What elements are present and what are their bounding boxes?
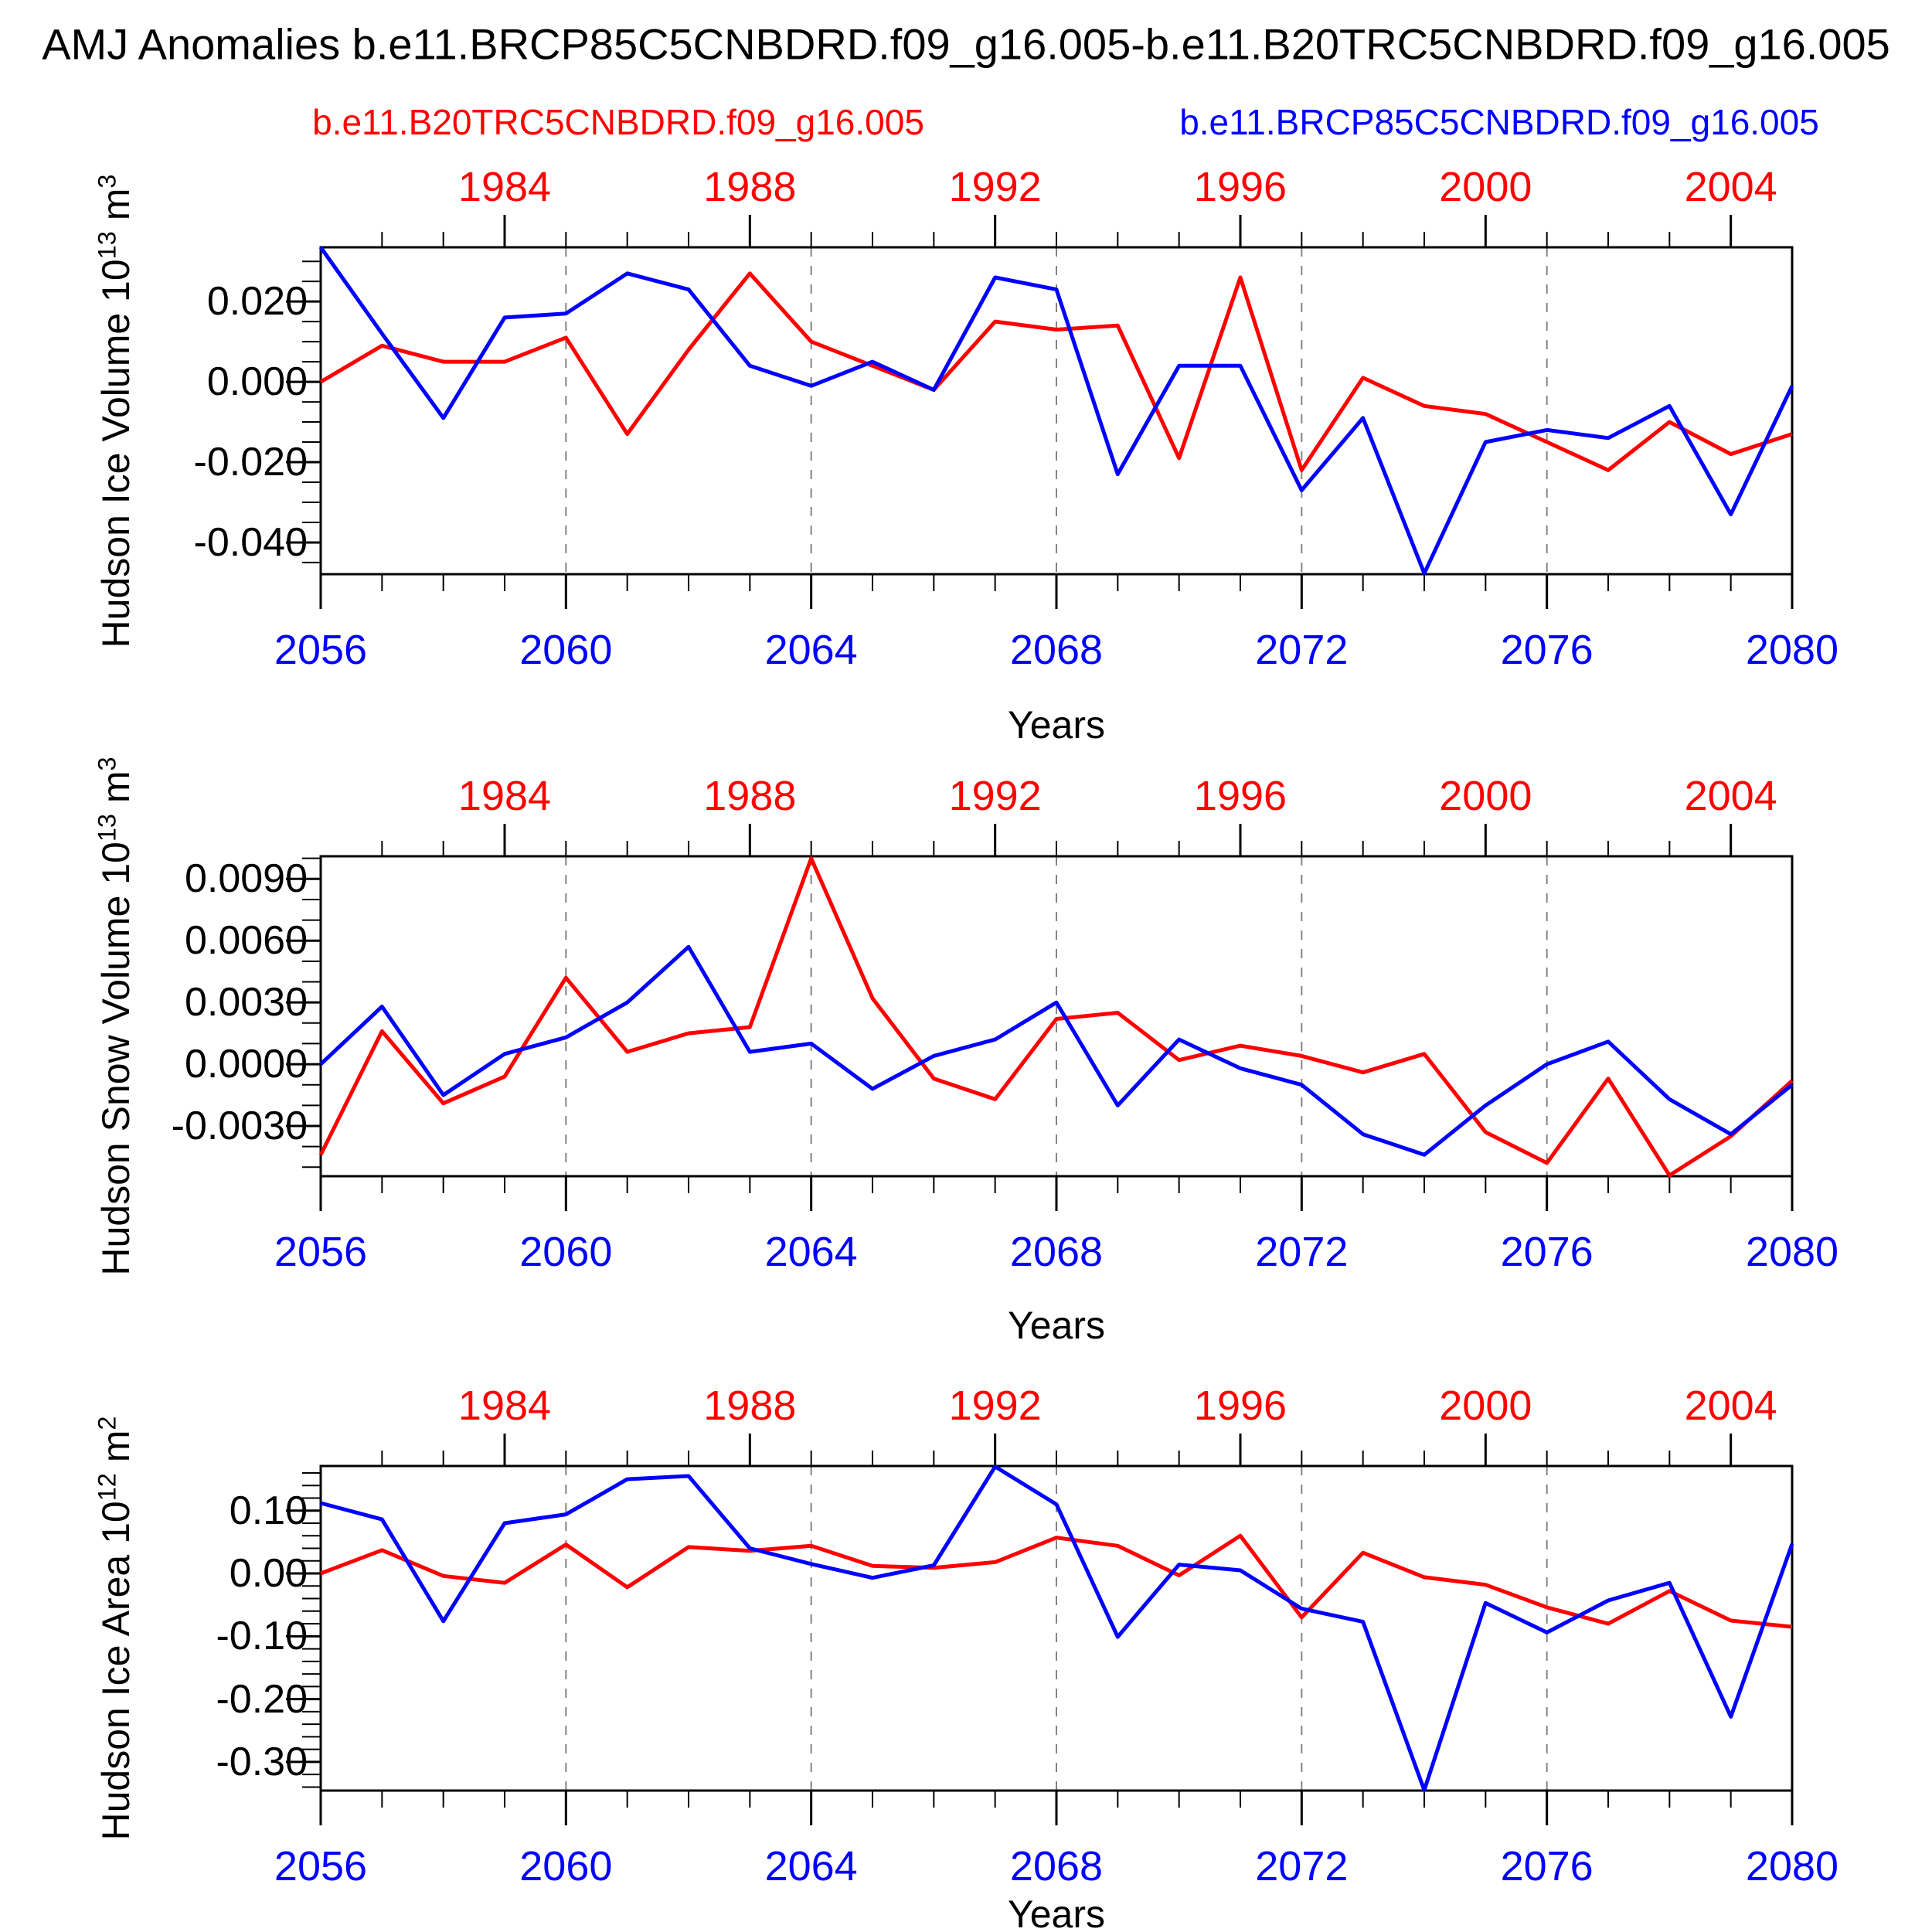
x-axis-title: Years bbox=[1007, 703, 1106, 747]
x-tick-label-blue: 2068 bbox=[1009, 1229, 1104, 1275]
x-axis-title: Years bbox=[1007, 1893, 1106, 1932]
x-tick-label-red: 1984 bbox=[457, 164, 552, 210]
x-tick-label-red: 1984 bbox=[457, 773, 552, 819]
legend-label-blue: b.e11.BRCP85C5CNBDRD.f09_g16.005 bbox=[1179, 102, 1819, 142]
y-tick-label: 0.0060 bbox=[184, 918, 308, 964]
x-tick-label-blue: 2056 bbox=[274, 1843, 368, 1889]
x-tick-label-red: 1988 bbox=[703, 1383, 797, 1429]
y-tick-label: 0.0090 bbox=[184, 856, 308, 902]
series-line-blue bbox=[319, 944, 1794, 1157]
x-tick-label-blue: 2064 bbox=[764, 1843, 858, 1889]
x-tick-label-blue: 2072 bbox=[1255, 1229, 1349, 1275]
x-tick-label-blue: 2064 bbox=[764, 627, 858, 673]
x-tick-label-red: 1992 bbox=[948, 773, 1042, 819]
y-tick-label: 0.00 bbox=[229, 1551, 308, 1597]
x-tick-label-red: 1996 bbox=[1193, 773, 1287, 819]
page-title: AMJ Anomalies b.e11.BRCP85C5CNBDRD.f09_g… bbox=[42, 19, 1890, 69]
y-tick-label: -0.10 bbox=[216, 1614, 308, 1659]
x-tick-label-red: 2004 bbox=[1684, 164, 1777, 210]
x-tick-label-blue: 2072 bbox=[1255, 627, 1349, 673]
y-tick-label: 0.0030 bbox=[184, 980, 308, 1026]
y-tick-label: 0.0000 bbox=[184, 1042, 308, 1087]
x-tick-label-blue: 2060 bbox=[519, 1843, 613, 1889]
y-axis-title: Hudson Ice Volume 1013 m3 bbox=[93, 174, 138, 648]
x-tick-label-red: 1992 bbox=[948, 164, 1042, 210]
series-line-red bbox=[320, 1533, 1793, 1629]
y-tick-label: -0.20 bbox=[216, 1676, 308, 1722]
legend-label-red: b.e11.B20TRC5CNBDRD.f09_g16.005 bbox=[312, 102, 924, 142]
x-tick-label-blue: 2076 bbox=[1500, 1229, 1594, 1275]
x-tick-label-blue: 2060 bbox=[519, 1229, 613, 1275]
plot-frame bbox=[319, 1464, 1794, 1792]
x-tick-label-blue: 2076 bbox=[1500, 1843, 1594, 1889]
x-tick-label-red: 1988 bbox=[703, 773, 797, 819]
x-tick-label-red: 2004 bbox=[1684, 1383, 1777, 1429]
x-axis-title: Years bbox=[1007, 1304, 1106, 1347]
y-tick-label: -0.30 bbox=[216, 1739, 308, 1784]
x-tick-label-blue: 2080 bbox=[1745, 627, 1839, 673]
x-tick-label-red: 1984 bbox=[457, 1383, 552, 1429]
x-tick-label-red: 1996 bbox=[1193, 164, 1287, 210]
x-tick-label-red: 2004 bbox=[1684, 773, 1777, 819]
y-tick-label: -0.020 bbox=[193, 440, 308, 485]
x-tick-label-blue: 2076 bbox=[1500, 627, 1594, 673]
x-tick-label-red: 1996 bbox=[1193, 1383, 1287, 1429]
y-tick-label: -0.040 bbox=[193, 519, 308, 565]
y-axis-title: Hudson Snow Volume 1013 m3 bbox=[93, 757, 138, 1276]
x-tick-label-red: 2000 bbox=[1439, 1383, 1532, 1429]
y-axis-title: Hudson Ice Area 1012 m2 bbox=[93, 1416, 138, 1841]
x-tick-label-blue: 2072 bbox=[1255, 1843, 1349, 1889]
series-line-red bbox=[319, 271, 1793, 472]
series-line-red bbox=[318, 856, 1794, 1178]
series-line-blue bbox=[320, 1464, 1794, 1792]
x-tick-label-blue: 2060 bbox=[519, 627, 613, 673]
plot-frame bbox=[319, 246, 1794, 576]
x-tick-label-blue: 2068 bbox=[1009, 1843, 1104, 1889]
x-tick-label-red: 1988 bbox=[703, 164, 797, 210]
x-tick-label-blue: 2080 bbox=[1745, 1843, 1839, 1889]
y-tick-label: 0.000 bbox=[206, 359, 308, 405]
x-tick-label-blue: 2080 bbox=[1745, 1229, 1839, 1275]
x-tick-label-blue: 2056 bbox=[274, 627, 368, 673]
x-tick-label-blue: 2068 bbox=[1009, 627, 1104, 673]
y-tick-label: 0.020 bbox=[206, 279, 308, 325]
y-tick-label: -0.0030 bbox=[171, 1103, 308, 1148]
x-tick-label-blue: 2056 bbox=[274, 1229, 368, 1275]
x-tick-label-red: 2000 bbox=[1439, 773, 1532, 819]
x-tick-label-red: 2000 bbox=[1439, 164, 1532, 210]
x-tick-label-blue: 2064 bbox=[764, 1229, 858, 1275]
y-tick-label: 0.10 bbox=[229, 1488, 308, 1533]
series-line-blue bbox=[318, 246, 1794, 576]
x-tick-label-red: 1992 bbox=[948, 1383, 1042, 1429]
